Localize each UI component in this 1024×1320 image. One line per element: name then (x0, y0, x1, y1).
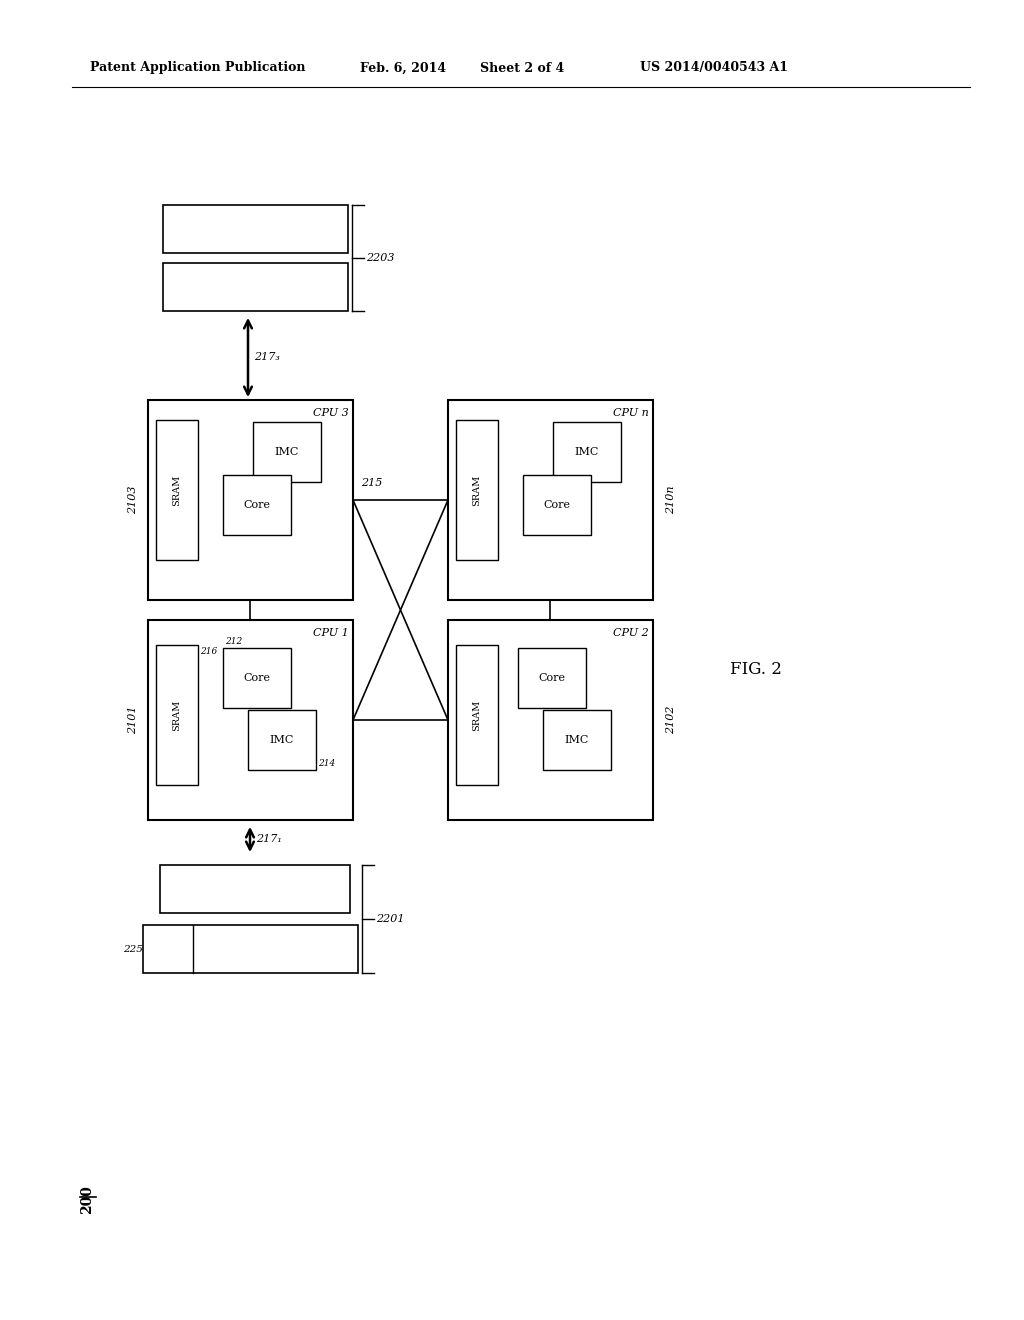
Text: CPU 1: CPU 1 (313, 628, 349, 638)
Text: SRAM: SRAM (172, 700, 181, 731)
Text: Core: Core (244, 500, 270, 510)
Bar (449, 400, 653, 601)
Bar (253, 422, 321, 482)
Text: 2203: 2203 (366, 253, 394, 263)
Text: CPU 2: CPU 2 (613, 628, 649, 638)
Text: SRAM: SRAM (172, 474, 181, 506)
Bar (518, 648, 586, 708)
Bar (553, 422, 621, 482)
Text: FIG. 2: FIG. 2 (730, 661, 782, 678)
Bar (523, 475, 591, 535)
Text: Sheet 2 of 4: Sheet 2 of 4 (480, 62, 564, 74)
Bar (456, 420, 498, 560)
Text: 212: 212 (225, 638, 243, 645)
Bar (156, 420, 198, 560)
Text: Core: Core (244, 673, 270, 682)
Bar (163, 205, 348, 253)
Text: 215: 215 (361, 478, 382, 488)
Text: IMC: IMC (274, 447, 299, 457)
Text: 2101: 2101 (128, 706, 138, 734)
Text: Feb. 6, 2014: Feb. 6, 2014 (360, 62, 446, 74)
Text: 217₃: 217₃ (254, 352, 280, 362)
Bar (143, 925, 358, 973)
Text: 2201: 2201 (376, 913, 404, 924)
Bar (160, 865, 350, 913)
Text: CPU 3: CPU 3 (313, 408, 349, 418)
Bar (456, 645, 498, 785)
Text: Core: Core (539, 673, 565, 682)
Bar (156, 645, 198, 785)
Text: SRAM: SRAM (472, 474, 481, 506)
Text: Patent Application Publication: Patent Application Publication (90, 62, 305, 74)
Text: US 2014/0040543 A1: US 2014/0040543 A1 (640, 62, 788, 74)
Bar (148, 400, 353, 601)
Bar (223, 475, 291, 535)
Text: 216: 216 (200, 647, 217, 656)
Text: 200: 200 (80, 1185, 94, 1214)
Text: 214: 214 (318, 759, 335, 768)
Text: 225: 225 (123, 945, 143, 953)
Text: SRAM: SRAM (472, 700, 481, 731)
Text: 2103: 2103 (128, 486, 138, 515)
Text: Core: Core (544, 500, 570, 510)
Bar (449, 620, 653, 820)
Text: 210n: 210n (666, 486, 676, 515)
Text: CPU n: CPU n (613, 408, 649, 418)
Bar (223, 648, 291, 708)
Bar (248, 710, 316, 770)
Bar (543, 710, 611, 770)
Text: 2102: 2102 (666, 706, 676, 734)
Text: 217₁: 217₁ (256, 834, 282, 843)
Text: IMC: IMC (574, 447, 599, 457)
Text: IMC: IMC (565, 735, 589, 744)
Bar (148, 620, 353, 820)
Text: IMC: IMC (269, 735, 294, 744)
Bar (163, 263, 348, 312)
